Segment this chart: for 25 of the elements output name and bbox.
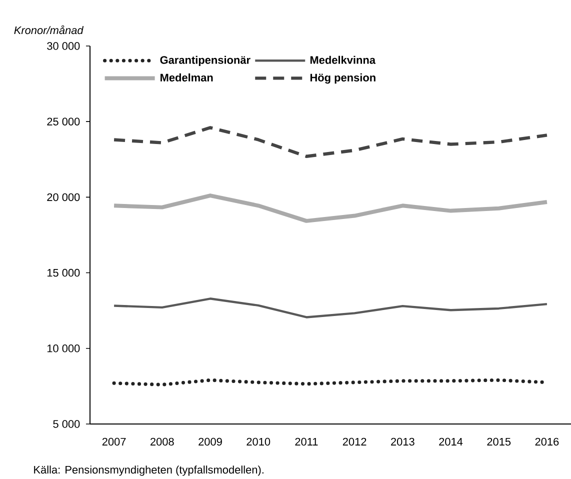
y-tick-label: 25 000 (47, 118, 80, 126)
legend-label: Garantipensionär (160, 56, 250, 66)
x-tick-label: 2012 (342, 438, 366, 446)
y-axis-title: Kronor/månad (14, 25, 84, 34)
x-tick-label: 2015 (487, 438, 511, 446)
x-tick-label: 2009 (198, 438, 222, 446)
legend-label: Medelkvinna (310, 56, 376, 64)
x-tick-label: 2008 (150, 438, 174, 446)
x-tick-label: 2013 (391, 438, 414, 446)
x-tick-label: 2014 (439, 438, 463, 446)
x-tick-label: 2016 (535, 438, 559, 446)
legend-label: Hög pension (310, 73, 376, 84)
x-tick-label: 2010 (246, 438, 270, 446)
y-tick-label: 5 000 (53, 420, 80, 428)
y-tick-label: 10 000 (47, 344, 80, 352)
x-tick-label: 2011 (295, 438, 318, 446)
line-series (112, 298, 548, 318)
line-series (112, 126, 549, 158)
y-tick-label: 15 000 (47, 268, 80, 277)
line-series (112, 194, 549, 223)
text: Källa: Pensionsmyndigheten (typfallsmodellen). (34, 466, 264, 476)
y-tick-label: 30 000 (47, 42, 80, 50)
y-tick-label: 20 000 (47, 193, 80, 202)
x-tick-label: 2007 (102, 438, 126, 446)
legend-label: Medelman (160, 73, 213, 82)
